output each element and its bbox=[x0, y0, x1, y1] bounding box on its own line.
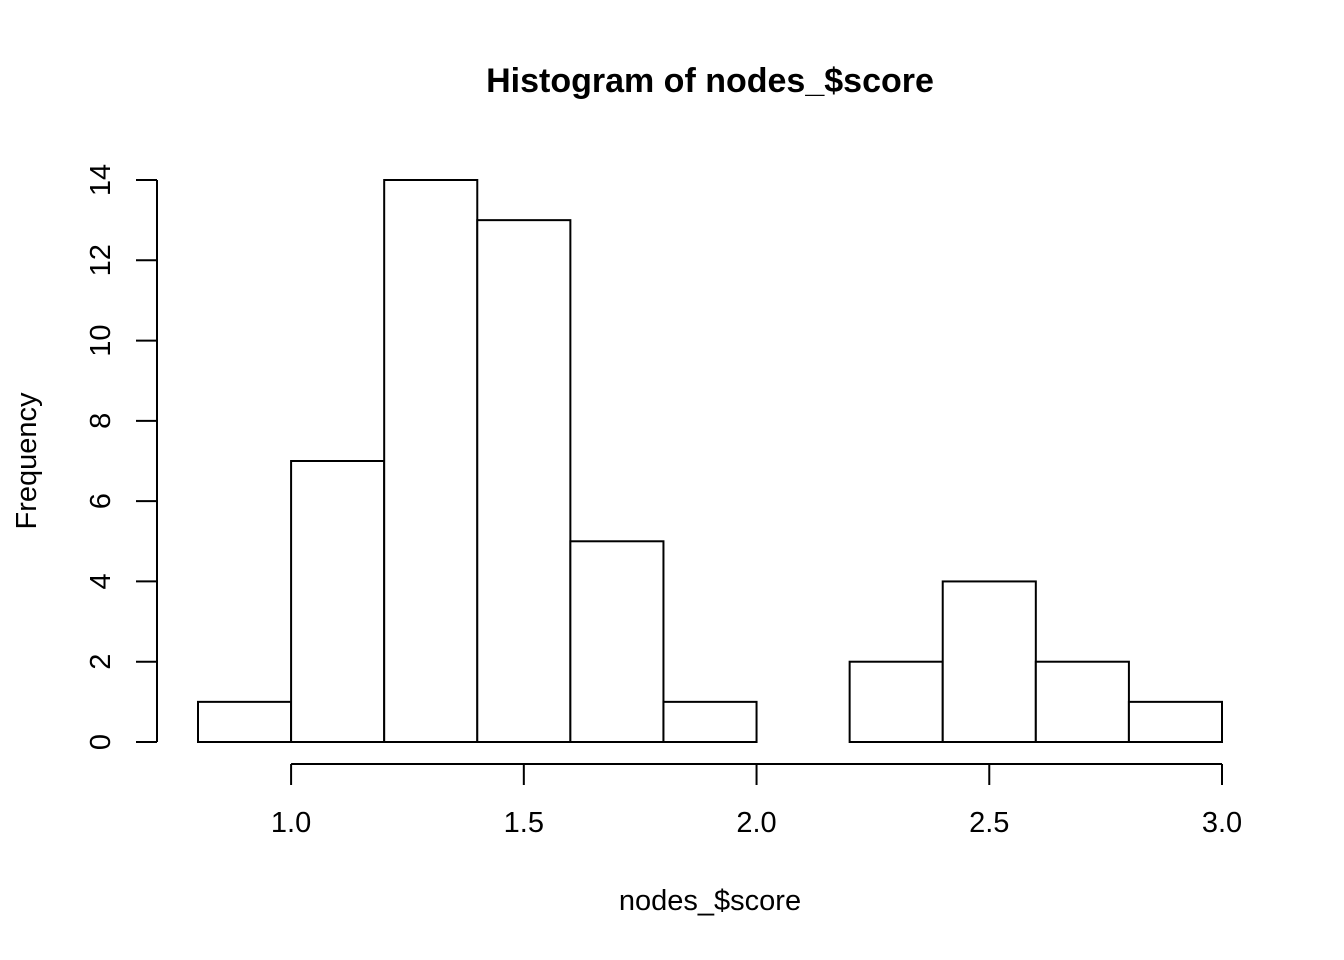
y-axis: 0 2 4 6 8 10 12 14 bbox=[85, 164, 158, 750]
y-tick-label: 8 bbox=[85, 413, 117, 429]
histogram-bar-4 bbox=[569, 540, 665, 743]
x-axis-label: nodes_$score bbox=[619, 885, 801, 917]
histogram-bar-9 bbox=[1034, 660, 1130, 744]
y-tick-label: 0 bbox=[85, 734, 117, 750]
histogram-bar-10 bbox=[1127, 700, 1223, 743]
x-tick-label: 1.0 bbox=[271, 807, 311, 839]
y-tick-label: 6 bbox=[85, 493, 117, 509]
x-tick-label: 2.5 bbox=[969, 807, 1009, 839]
x-axis: 1.0 1.5 2.0 2.5 3.0 bbox=[271, 763, 1242, 839]
y-tick-label: 14 bbox=[85, 164, 117, 196]
y-tick-label: 12 bbox=[85, 244, 117, 276]
x-tick-label: 3.0 bbox=[1202, 807, 1242, 839]
histogram-bar-8 bbox=[941, 580, 1037, 744]
histogram-bar-5 bbox=[662, 700, 758, 743]
chart-title: Histogram of nodes_$score bbox=[486, 62, 934, 100]
y-tick-label: 4 bbox=[85, 573, 117, 589]
histogram-bar-3 bbox=[476, 219, 572, 743]
histogram-bar-0 bbox=[197, 700, 293, 743]
x-tick-label: 1.5 bbox=[504, 807, 544, 839]
x-tick-label: 2.0 bbox=[736, 807, 776, 839]
histogram-bar-7 bbox=[848, 660, 944, 744]
y-tick-label: 10 bbox=[85, 324, 117, 356]
bars-group bbox=[197, 179, 1223, 744]
histogram-bar-1 bbox=[290, 460, 386, 743]
histogram-bar-2 bbox=[383, 179, 479, 743]
y-tick-label: 2 bbox=[85, 654, 117, 670]
y-axis-label: Frequency bbox=[11, 392, 43, 530]
